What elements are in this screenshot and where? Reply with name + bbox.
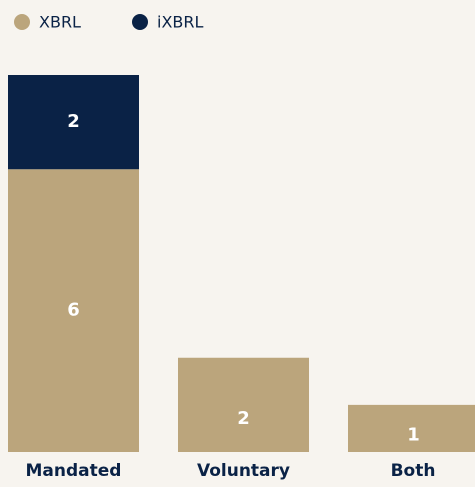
bar-segment [348,404,475,452]
bar-segment [8,75,139,170]
value-label: 6 [67,300,80,321]
value-label: 2 [67,111,80,132]
legend-swatch [14,14,30,30]
legend-swatch [132,14,148,30]
value-label: 1 [407,425,420,446]
category-label: Voluntary [197,461,290,481]
legend-label: XBRL [39,13,81,32]
bar-segment [8,169,139,452]
category-label: Mandated [26,461,122,481]
category-label: Both [391,461,436,481]
value-label: 2 [237,408,250,429]
legend-label: iXBRL [157,13,204,32]
bar-segment [178,357,309,452]
